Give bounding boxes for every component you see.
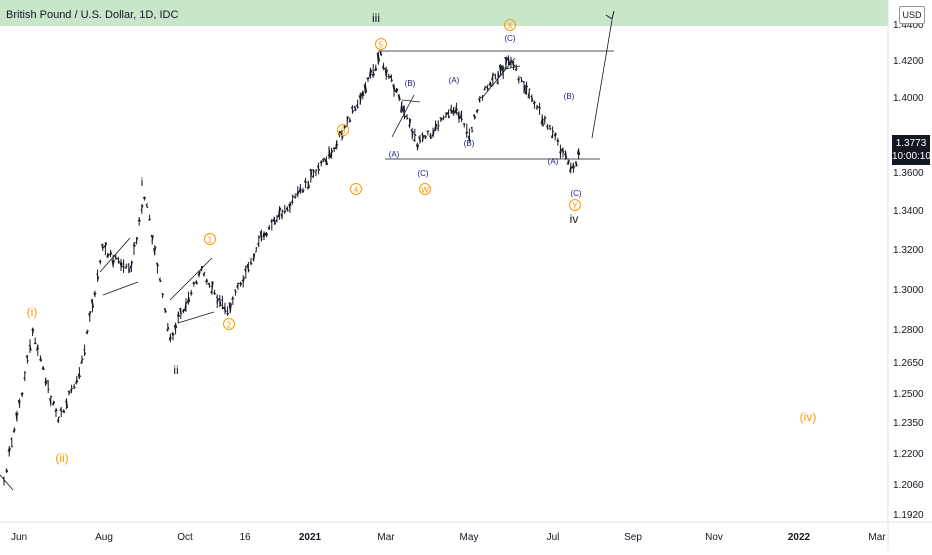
ohlc-open-tick <box>471 127 472 128</box>
wave-label: (B) <box>405 79 416 88</box>
wave-label: (C) <box>504 34 515 43</box>
y-tick-label: 1.4000 <box>893 93 924 104</box>
y-tick-label: 1.3600 <box>893 168 924 179</box>
ohlc-close-tick <box>472 131 473 132</box>
wave-label: (i) <box>27 305 38 319</box>
ohlc-open-tick <box>320 162 321 163</box>
ohlc-close-tick <box>480 97 481 98</box>
wave-label: 3 <box>341 127 346 136</box>
y-tick-label: 1.2650 <box>893 358 924 369</box>
ohlc-open-tick <box>148 220 149 221</box>
x-tick-label: 2022 <box>788 532 811 543</box>
ohlc-close-tick <box>519 79 520 80</box>
x-tick-label: Jul <box>547 532 560 543</box>
y-tick-label: 1.4200 <box>893 56 924 67</box>
x-tick-label: Aug <box>95 532 113 543</box>
ohlc-close-tick <box>462 119 463 120</box>
ohlc-open-tick <box>200 270 201 271</box>
x-tick-label: 2021 <box>299 532 322 543</box>
ohlc-close-tick <box>150 219 151 220</box>
ohlc-open-tick <box>440 117 441 118</box>
x-tick-label: Sep <box>624 532 642 543</box>
wave-label: W <box>421 186 429 195</box>
ohlc-open-tick <box>68 391 69 392</box>
x-tick-label: May <box>460 532 479 543</box>
ohlc-open-tick <box>128 264 129 265</box>
ohlc-close-tick <box>540 108 541 109</box>
wave-label: (A) <box>449 76 460 85</box>
wave-label: iii <box>372 11 380 25</box>
y-tick-label: 1.2500 <box>893 389 924 400</box>
wave-label: (C) <box>417 169 428 178</box>
ohlc-close-tick <box>246 266 247 267</box>
ohlc-close-tick <box>306 182 307 183</box>
x-tick-label: Jun <box>11 532 27 543</box>
last-price-tag: 1.3773 10:00:10 <box>892 135 930 165</box>
ohlc-open-tick <box>141 210 142 211</box>
wave-label: i <box>141 175 144 189</box>
wave-label: iv <box>570 212 579 226</box>
x-tick-label: Mar <box>868 532 886 543</box>
y-tick-label: 1.3000 <box>893 285 924 296</box>
x-tick-label: 16 <box>239 532 251 543</box>
wave-label: (ii) <box>55 451 68 465</box>
wave-label: (iv) <box>800 410 817 424</box>
wave-label: (B) <box>564 92 575 101</box>
y-tick-label: 1.2060 <box>893 480 924 491</box>
ohlc-close-tick <box>238 283 239 284</box>
y-tick-label: 1.2800 <box>893 325 924 336</box>
price-scale-currency-label[interactable]: USD <box>899 6 925 24</box>
ohlc-open-tick <box>437 128 438 129</box>
ohlc-close-tick <box>464 124 465 125</box>
y-tick-label: 1.1920 <box>893 510 924 521</box>
wave-label: 5 <box>379 41 384 50</box>
y-tick-label: 1.3400 <box>893 206 924 217</box>
y-tick-label: 1.2200 <box>893 449 924 460</box>
wave-label: (A) <box>389 150 400 159</box>
ohlc-close-tick <box>100 261 101 262</box>
ohlc-open-tick <box>523 81 524 82</box>
y-tick-label: 1.2350 <box>893 418 924 429</box>
ohlc-close-tick <box>272 220 273 221</box>
wave-label: (B) <box>464 139 475 148</box>
wave-label: X <box>507 22 513 31</box>
ohlc-open-tick <box>445 116 446 117</box>
bar-countdown: 10:00:10 <box>892 150 930 163</box>
x-tick-label: Nov <box>705 532 723 543</box>
wave-label: (C) <box>570 189 581 198</box>
ohlc-close-tick <box>14 430 15 431</box>
y-tick-label: 1.3200 <box>893 245 924 256</box>
wave-label: (A) <box>548 157 559 166</box>
wave-label: 2 <box>227 321 232 330</box>
ohlc-open-tick <box>42 368 43 369</box>
x-tick-label: Mar <box>377 532 395 543</box>
ohlc-open-tick <box>442 119 443 120</box>
ohlc-open-tick <box>216 297 217 298</box>
ohlc-open-tick <box>83 350 84 351</box>
ohlc-open-tick <box>34 343 35 344</box>
ohlc-open-tick <box>73 386 74 387</box>
wave-label: 4 <box>354 186 359 195</box>
ohlc-close-tick <box>25 372 26 373</box>
symbol-title: British Pound / U.S. Dollar, 1D, IDC <box>6 9 178 21</box>
x-tick-label: Oct <box>177 532 193 543</box>
last-price-value: 1.3773 <box>892 137 930 150</box>
wave-label: 1 <box>208 236 213 245</box>
ohlc-close-tick <box>61 411 62 412</box>
wave-label: ii <box>173 363 178 377</box>
ohlc-close-tick <box>228 313 229 314</box>
wave-label: Y <box>572 202 578 211</box>
